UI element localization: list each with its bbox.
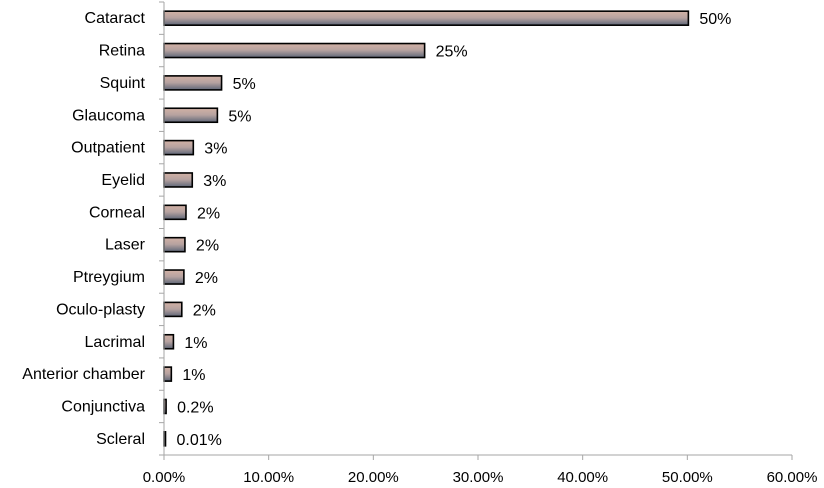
category-label: Retina (99, 43, 145, 60)
bar-outpatient (163, 139, 195, 156)
category-label: Scleral (96, 431, 145, 448)
category-label: Cataract (85, 10, 146, 27)
x-tick-label: 60.00% (767, 469, 818, 486)
category-label: Lacrimal (85, 334, 145, 351)
category-label: Outpatient (71, 140, 145, 157)
axes: 0.00% 10.00% 20.00% 30.00% 40.00% 50.00% 60.00… (143, 1, 818, 486)
data-label: 2% (196, 238, 219, 255)
x-tick-label: 20.00% (348, 469, 399, 486)
bar-lacrimal (163, 333, 175, 350)
category-label: Squint (100, 75, 146, 92)
data-label: 2% (197, 205, 220, 222)
category-label: Laser (105, 237, 146, 254)
category-label: Anterior chamber (22, 366, 145, 383)
data-label: 5% (233, 76, 256, 93)
data-label: 2% (193, 302, 216, 319)
bar-laser (163, 236, 186, 253)
data-label: 0.01% (177, 432, 222, 449)
bar-eyelid (163, 172, 194, 188)
bar-corneal (163, 204, 187, 221)
category-label: Glaucoma (72, 107, 145, 124)
bar-squint (163, 75, 223, 91)
category-labels: Cataract Retina Squint Glaucoma Outpatient Ey… (22, 10, 145, 448)
category-label: Oculo-plasty (56, 301, 145, 318)
category-label: Ptreygium (73, 269, 145, 286)
x-tick-label: 50.00% (662, 469, 713, 486)
data-label: 25% (436, 44, 468, 61)
category-label: Corneal (89, 204, 145, 221)
bar-retina (163, 42, 426, 59)
x-tick-label: 40.00% (557, 469, 608, 486)
data-label: 50% (699, 11, 731, 28)
data-label: 0.2% (177, 399, 213, 416)
data-label: 2% (195, 270, 218, 287)
x-tick-label: 30.00% (453, 469, 504, 486)
data-label: 3% (204, 141, 227, 158)
bar-oculo-plasty (163, 301, 183, 318)
category-label: Conjunctiva (61, 398, 145, 415)
data-label: 3% (203, 173, 226, 190)
bar-anterior-chamber (163, 366, 173, 382)
data-label: 1% (184, 335, 207, 352)
bar-glaucoma (163, 107, 219, 124)
x-tick-label: 0.00% (143, 469, 186, 486)
bar-cataract (163, 10, 690, 26)
category-label: Eyelid (101, 172, 145, 189)
data-labels: 50%25%5%5%3%3%2%2%2%2%1%1%0.2%0.01% (177, 11, 732, 449)
data-label: 5% (228, 108, 251, 125)
x-tick-label: 10.00% (243, 469, 294, 486)
data-label: 1% (182, 367, 205, 384)
bar-ptreygium (163, 269, 185, 285)
